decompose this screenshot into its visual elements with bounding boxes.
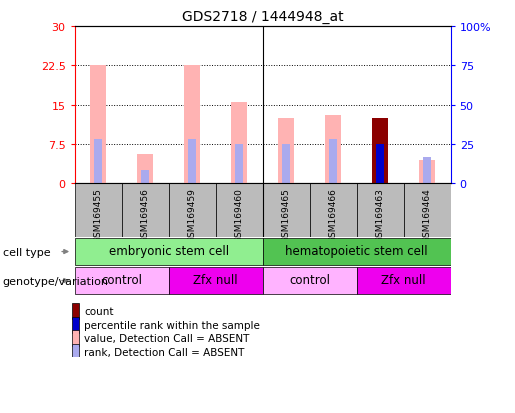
Bar (72, 304, 79, 320)
Bar (278, 119, 295, 184)
Bar (122, 184, 168, 237)
Bar (231, 103, 247, 184)
Bar (263, 239, 451, 265)
Bar (419, 160, 435, 184)
Bar (216, 184, 263, 237)
Bar (168, 268, 263, 294)
Bar (356, 184, 404, 237)
Text: GSM169463: GSM169463 (375, 188, 385, 242)
Bar (168, 184, 216, 237)
Bar (72, 317, 79, 333)
Bar (404, 184, 451, 237)
Text: rank, Detection Call = ABSENT: rank, Detection Call = ABSENT (84, 347, 245, 357)
Bar (329, 139, 337, 184)
Bar (141, 171, 149, 184)
Text: GSM169459: GSM169459 (187, 188, 197, 242)
Bar (90, 66, 107, 184)
Bar (188, 139, 196, 184)
Text: Zfx null: Zfx null (381, 274, 426, 287)
Bar (94, 139, 102, 184)
Bar (423, 158, 431, 184)
Bar (75, 239, 263, 265)
Text: control: control (101, 274, 142, 287)
Bar (263, 268, 356, 294)
Text: GSM169460: GSM169460 (235, 188, 244, 242)
Bar (235, 145, 243, 184)
Text: count: count (84, 306, 113, 317)
Bar (372, 119, 388, 184)
Text: percentile rank within the sample: percentile rank within the sample (84, 320, 260, 330)
Text: hematopoietic stem cell: hematopoietic stem cell (285, 245, 428, 258)
Text: GSM169456: GSM169456 (141, 188, 150, 242)
Text: cell type: cell type (3, 247, 50, 257)
Bar (356, 268, 451, 294)
Bar (75, 184, 122, 237)
Text: Zfx null: Zfx null (193, 274, 238, 287)
Title: GDS2718 / 1444948_at: GDS2718 / 1444948_at (182, 10, 344, 24)
Text: value, Detection Call = ABSENT: value, Detection Call = ABSENT (84, 333, 249, 344)
Text: embryonic stem cell: embryonic stem cell (109, 245, 229, 258)
Text: control: control (289, 274, 330, 287)
Bar (263, 184, 310, 237)
Text: GSM169465: GSM169465 (282, 188, 290, 242)
Bar (310, 184, 356, 237)
Bar (376, 145, 384, 184)
Bar (137, 155, 153, 184)
Text: GSM169464: GSM169464 (423, 188, 432, 242)
Text: genotype/variation: genotype/variation (3, 276, 109, 286)
Bar (72, 344, 79, 360)
Bar (325, 116, 341, 184)
Bar (75, 268, 168, 294)
Bar (184, 66, 200, 184)
Text: GSM169455: GSM169455 (94, 188, 102, 242)
Text: GSM169466: GSM169466 (329, 188, 338, 242)
Bar (72, 330, 79, 347)
Bar (282, 145, 290, 184)
